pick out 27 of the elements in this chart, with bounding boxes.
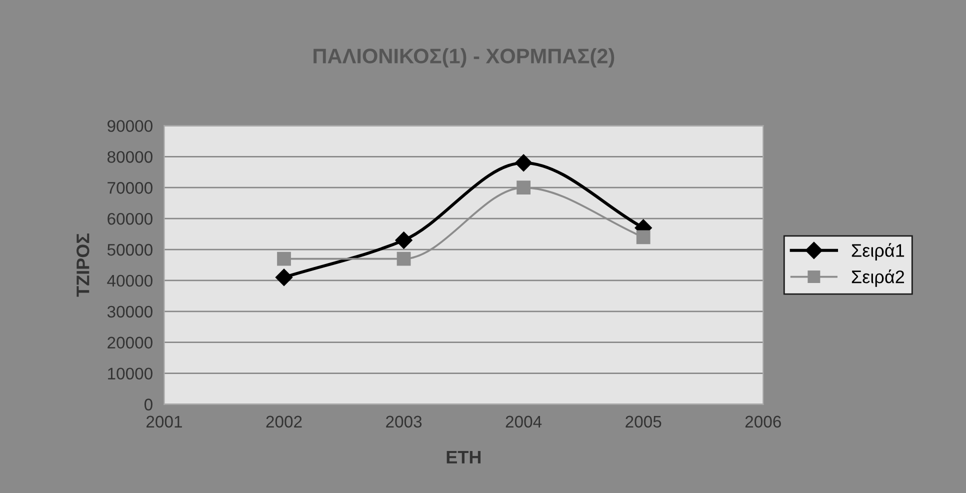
point [395,232,412,249]
x-tick-label: 2004 [506,416,542,428]
x-tick-label: 2002 [266,416,302,428]
y-axis-title: ΤΖΙΡΟΣ [76,234,90,297]
y-tick-label: 60000 [108,212,152,225]
x-tick-label: 2003 [386,416,422,428]
y-tick-label: 80000 [107,151,152,163]
point [515,154,532,172]
y-tick-label: 90000 [108,120,152,132]
y-tick-label: 0 [144,398,152,410]
legend-label: Σειρά2 [852,270,904,287]
point [396,252,411,266]
y-tick-label: 50000 [107,244,152,256]
point [636,230,650,244]
x-tick-label: 2005 [626,416,662,428]
y-tick-label: 30000 [107,306,152,318]
x-tick-label: 2001 [146,416,182,428]
point [516,180,531,195]
y-tick-label: 10000 [108,368,152,380]
y-tick-label: 20000 [108,336,152,349]
y-tick-label: 40000 [107,274,152,287]
x-axis-title: ΕΤΗ [446,451,481,464]
legend-label: Σειρά1 [852,243,904,260]
point [277,252,291,266]
point [275,268,293,286]
x-tick-label: 2006 [745,416,781,428]
y-tick-label: 70000 [108,182,152,194]
